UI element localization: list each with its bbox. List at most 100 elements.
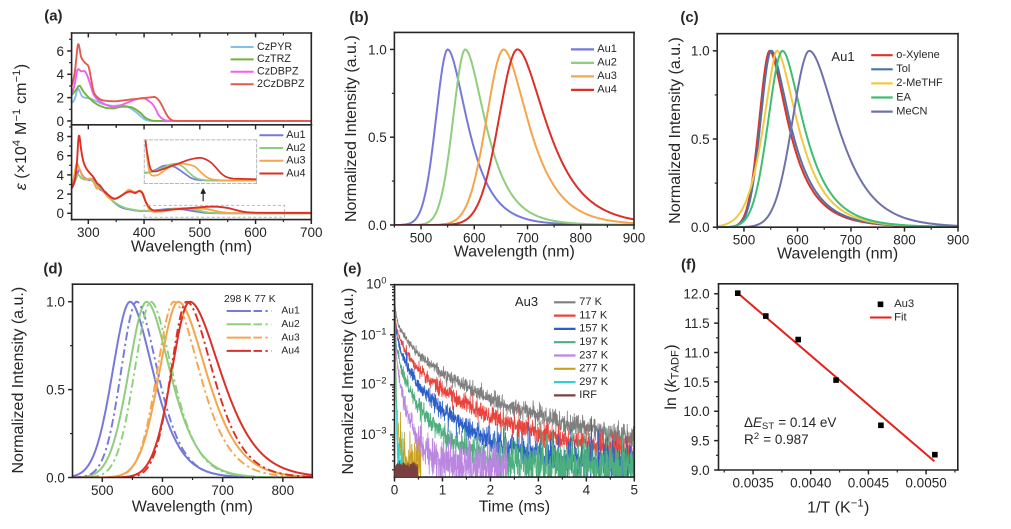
svg-text:1 0 −: 1 0 − 1: [361, 321, 387, 343]
svg-text:Au2: Au2: [597, 57, 617, 69]
svg-text:600: 600: [463, 230, 486, 245]
svg-text:8: 8: [56, 129, 64, 144]
svg-text:9.5: 9.5: [691, 434, 710, 449]
svg-text:Wavelength (nm): Wavelength (nm): [132, 499, 253, 516]
svg-text:10.0: 10.0: [683, 404, 709, 419]
svg-text:700: 700: [840, 233, 863, 248]
svg-text:Time (ms): Time (ms): [479, 499, 550, 516]
svg-text:Normalized Intensity (a.u.): Normalized Intensity (a.u.): [10, 287, 27, 474]
svg-text:l n ( ): l n ( ) k T A D F: [663, 340, 683, 410]
svg-text:400: 400: [133, 225, 156, 240]
svg-text:1 0 −: 1 0 − 2: [361, 371, 387, 393]
svg-text:0: 0: [56, 114, 64, 129]
svg-text:600: 600: [786, 233, 809, 248]
svg-text:0.5: 0.5: [691, 132, 710, 147]
svg-text:Au2: Au2: [281, 319, 300, 330]
svg-text:700: 700: [300, 225, 323, 240]
svg-text:Au1: Au1: [831, 49, 854, 64]
svg-text:0.0040: 0.0040: [790, 475, 831, 490]
svg-text:300: 300: [77, 225, 100, 240]
svg-text:Au1: Au1: [281, 306, 300, 317]
svg-text:500: 500: [733, 233, 756, 248]
svg-text:Wavelength (nm): Wavelength (nm): [131, 239, 252, 256]
svg-text:1.0: 1.0: [46, 295, 65, 310]
svg-text:1.0: 1.0: [368, 42, 387, 57]
svg-text:298 K: 298 K: [224, 294, 251, 305]
svg-text:1: 1: [439, 482, 447, 497]
svg-text:0.0045: 0.0045: [848, 475, 889, 490]
svg-text:3: 3: [535, 482, 543, 497]
svg-text:IRF: IRF: [579, 389, 597, 401]
svg-text:0.0: 0.0: [368, 218, 387, 233]
svg-text:700: 700: [211, 483, 234, 498]
svg-text:500: 500: [410, 230, 433, 245]
svg-text:277 K: 277 K: [579, 363, 608, 375]
svg-text:Normalized Intensity (a.u.): Normalized Intensity (a.u.): [340, 288, 357, 475]
svg-text:CzDBPZ: CzDBPZ: [257, 66, 299, 78]
svg-text:(c): (c): [680, 9, 698, 26]
svg-text:Wavelength (nm): Wavelength (nm): [777, 246, 898, 263]
svg-text:1.0: 1.0: [691, 44, 710, 59]
svg-text:Normalized Intensity (a.u.): Normalized Intensity (a.u.): [343, 35, 360, 222]
svg-text:5: 5: [631, 482, 639, 497]
svg-text:9.0: 9.0: [691, 463, 710, 478]
svg-text:800: 800: [569, 230, 592, 245]
svg-text:Au3: Au3: [286, 155, 305, 167]
svg-text:1 0 −: 1 0 − 3: [361, 421, 387, 443]
svg-text:500: 500: [91, 483, 114, 498]
svg-text:(d): (d): [43, 260, 62, 277]
svg-text:Au3: Au3: [894, 298, 914, 310]
svg-text:600: 600: [151, 483, 174, 498]
svg-text:Au3: Au3: [597, 70, 617, 82]
svg-text:Wavelength (nm): Wavelength (nm): [454, 244, 575, 261]
svg-text:12.0: 12.0: [683, 287, 709, 302]
svg-text:Δ = 0: Δ = 0 . 1 4 e V E S T: [744, 414, 841, 433]
svg-text:900: 900: [623, 230, 646, 245]
svg-text:117 K: 117 K: [579, 309, 608, 321]
svg-text:800: 800: [272, 483, 295, 498]
svg-text:MeCN: MeCN: [896, 105, 927, 117]
svg-text:Au4: Au4: [281, 346, 300, 357]
svg-text:Fit: Fit: [894, 311, 907, 323]
svg-text:0.0035: 0.0035: [732, 475, 773, 490]
svg-text:Au4: Au4: [286, 167, 305, 179]
svg-text:Normalized Intensity (a.u.): Normalized Intensity (a.u.): [667, 37, 684, 224]
svg-text:4: 4: [56, 67, 64, 82]
svg-text:2CzDBPZ: 2CzDBPZ: [257, 78, 305, 90]
svg-text:R = 0: R = 0 . 9 8 7 2: [744, 431, 813, 448]
svg-text:1 / T (: 1 / T ( K ) − 1: [807, 493, 874, 516]
svg-text:0.0: 0.0: [691, 220, 710, 235]
svg-text:0.5: 0.5: [368, 130, 387, 145]
svg-text:Au3: Au3: [281, 332, 300, 343]
svg-text:4: 4: [56, 168, 64, 183]
svg-text:(b): (b): [349, 9, 368, 26]
svg-text:EA: EA: [896, 91, 911, 103]
svg-text:2: 2: [487, 482, 495, 497]
svg-text:0.0: 0.0: [46, 470, 65, 485]
svg-text:Tol: Tol: [896, 63, 910, 75]
svg-text:(f): (f): [681, 256, 696, 273]
svg-text:(e): (e): [343, 260, 361, 277]
svg-text:2: 2: [56, 187, 64, 202]
svg-text:Au3: Au3: [515, 294, 538, 309]
svg-text:4: 4: [583, 482, 591, 497]
svg-text:800: 800: [893, 233, 916, 248]
svg-text:0.5: 0.5: [46, 382, 65, 397]
svg-text:CzPYR: CzPYR: [257, 41, 292, 53]
svg-text:900: 900: [947, 233, 970, 248]
svg-text:77 K: 77 K: [579, 296, 602, 308]
svg-text:Au1: Au1: [597, 43, 617, 55]
svg-text:(a): (a): [44, 8, 62, 25]
svg-text:197 K: 197 K: [579, 336, 608, 348]
svg-text:0.0050: 0.0050: [905, 475, 946, 490]
svg-text:CzTRZ: CzTRZ: [257, 53, 291, 65]
svg-text:1 0 0: 1 0 0: [366, 275, 386, 292]
svg-text:0: 0: [391, 482, 399, 497]
svg-text:Au1: Au1: [286, 129, 305, 141]
svg-text:10.5: 10.5: [683, 375, 709, 390]
svg-text:237 K: 237 K: [579, 349, 608, 361]
svg-text:o-Xylene: o-Xylene: [896, 49, 939, 61]
svg-text:500: 500: [189, 225, 212, 240]
svg-text:2-MeTHF: 2-MeTHF: [896, 77, 943, 89]
svg-text:157 K: 157 K: [579, 323, 608, 335]
